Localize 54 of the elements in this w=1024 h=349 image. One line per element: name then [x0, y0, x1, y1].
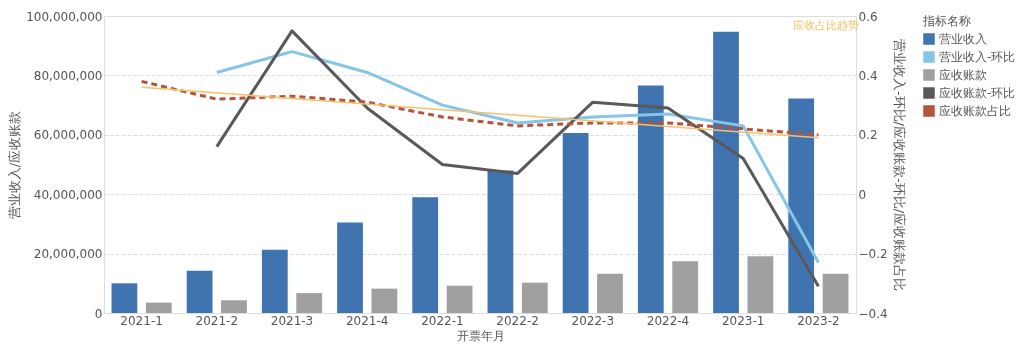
bar [713, 31, 739, 313]
bar [446, 285, 473, 313]
bar [562, 133, 589, 313]
x-tick-label: 2023-2 [797, 313, 840, 328]
bar [822, 273, 849, 313]
x-tick-label: 2021-3 [270, 313, 314, 328]
y-tick-label: 60,000,000 [33, 128, 103, 143]
y-tick-label: 40,000,000 [33, 187, 103, 202]
y-tick-label: 0 [94, 306, 103, 321]
bar [337, 222, 363, 313]
legend-label: 营业收入 [939, 32, 987, 46]
bar [412, 197, 439, 313]
y2-tick-label: 0.2 [858, 128, 878, 143]
legend-label: 应收账款-环比 [939, 86, 1016, 100]
y2-tick-label: 0 [858, 187, 867, 202]
x-tick-label: 2022-1 [421, 313, 464, 328]
y-tick-label: 80,000,000 [33, 68, 103, 83]
y-axis-title: 营业收入/应收账款 [7, 110, 23, 220]
y2-tick-label: −0.4 [858, 306, 888, 321]
bar [672, 261, 699, 313]
y2-tick-label: 0.4 [858, 68, 878, 83]
x-axis-title: 开票年月 [456, 328, 505, 343]
line-series [215, 50, 820, 265]
bar [296, 293, 323, 313]
bar [221, 300, 247, 313]
x-tick-label: 2021-4 [345, 313, 389, 328]
y-tick-label: 100,000,000 [26, 9, 103, 24]
x-tick-label: 2022-3 [571, 313, 615, 328]
bar [637, 85, 664, 313]
x-tick-label: 2021-2 [195, 313, 239, 328]
bar [145, 302, 172, 313]
bar [186, 270, 213, 313]
bar [261, 249, 288, 313]
x-tick-label: 2022-2 [496, 313, 539, 328]
y-tick-label: 20,000,000 [33, 247, 103, 262]
x-tick-label: 2022-4 [646, 313, 690, 328]
bar [521, 282, 548, 313]
legend-label: 应收账款占比 [939, 104, 1011, 118]
x-tick-label: 2021-1 [120, 313, 163, 328]
x-tick-label: 2023-1 [721, 313, 765, 328]
y2-axis-title: 营业收入-环比/应收账款-环比/应收账款占比 [891, 38, 907, 292]
bar [788, 98, 815, 313]
legend-label: 应收账款 [939, 68, 987, 82]
bar [111, 283, 138, 313]
line-series [215, 29, 820, 288]
bar [487, 170, 514, 313]
y2-tick-label: −0.2 [858, 247, 888, 262]
annotation: 应收占比趋势 [793, 19, 859, 32]
bar [597, 273, 623, 313]
y2-tick-label: 0.6 [858, 9, 878, 24]
legend-title: 指标名称 [922, 14, 971, 28]
legend-label: 营业收入-环比 [939, 50, 1016, 64]
bar [747, 256, 774, 313]
bar [371, 288, 398, 313]
